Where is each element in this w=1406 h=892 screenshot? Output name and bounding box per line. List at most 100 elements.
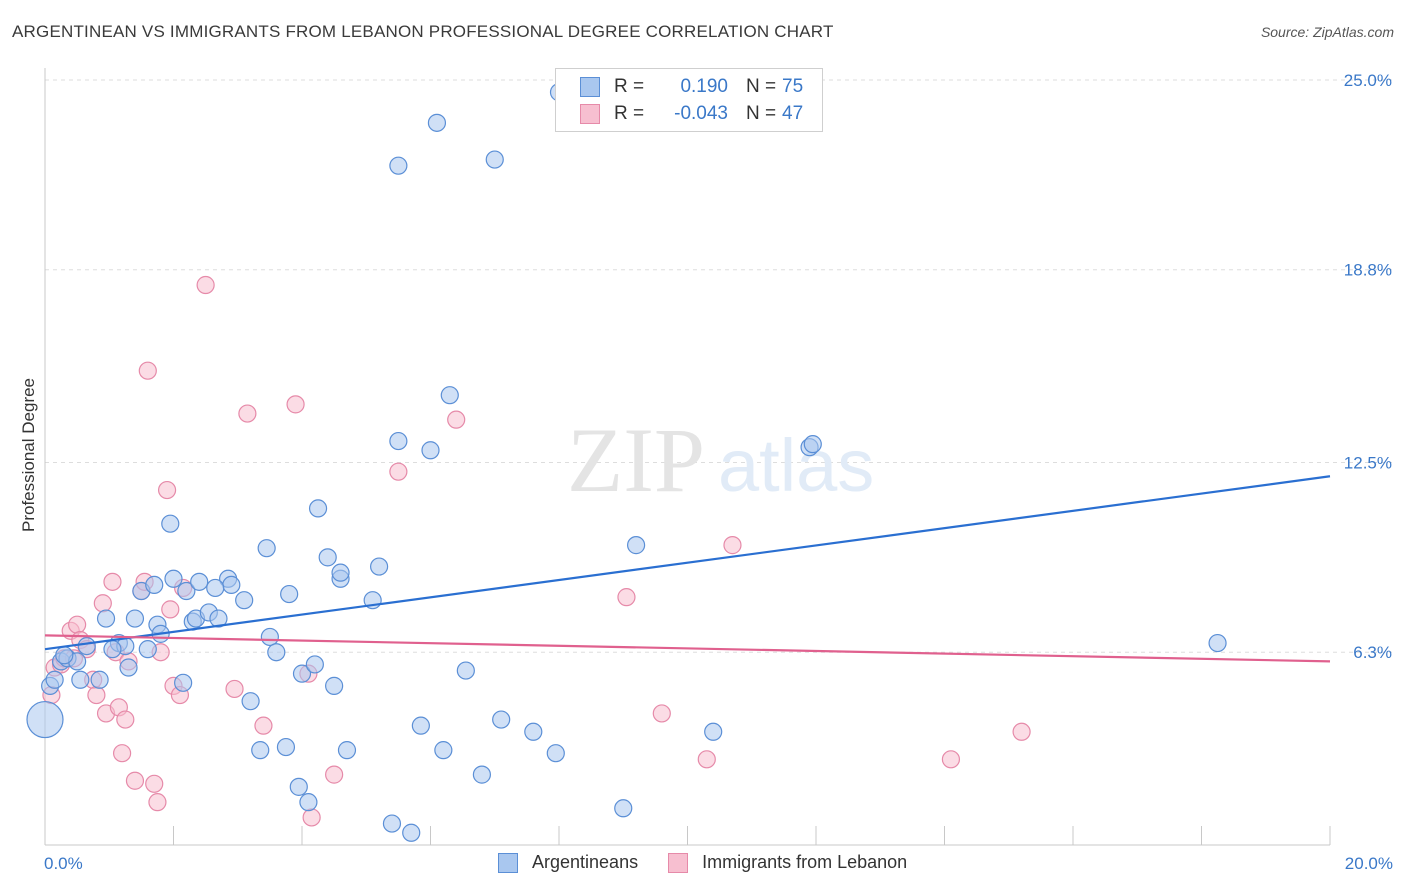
lebanon-point [447, 410, 466, 429]
lebanon-points [42, 275, 1031, 827]
legend-n-value: 47 [782, 103, 804, 124]
argentinean-point [280, 584, 299, 604]
argentinean-point [164, 569, 183, 588]
lebanon-point [138, 361, 157, 380]
argentinean-point [161, 514, 180, 533]
argentinean-point [145, 575, 164, 595]
lebanon-point [93, 594, 112, 613]
lebanon-point [161, 600, 180, 619]
argentinean-point [472, 765, 491, 784]
argentinean-point [704, 722, 723, 741]
lebanon-point [652, 704, 671, 723]
legend-swatch-argentineans [498, 852, 518, 873]
chart-title: ARGENTINEAN VS IMMIGRANTS FROM LEBANON P… [12, 22, 834, 41]
argentinean-point [257, 539, 276, 558]
argentinean-point [485, 150, 504, 169]
argentinean-point [331, 563, 350, 582]
legend-swatch-blue [580, 77, 600, 97]
lebanon-point [302, 808, 321, 827]
argentinean-point [119, 658, 138, 677]
legend-r-label: R = [614, 103, 645, 124]
legend-n-label: N = [746, 103, 777, 124]
lebanon-point [325, 765, 344, 784]
y-axis-label: Professional Degree [19, 378, 38, 532]
argentinean-point [337, 741, 357, 760]
argentinean-point [427, 113, 447, 132]
legend-item-argentineans[interactable]: Argentineans [498, 852, 638, 873]
argentinean-point [103, 640, 122, 659]
argentinean-point [90, 670, 109, 689]
legend-n-value: 75 [782, 76, 804, 97]
series-legend: Argentineans Immigrants from Lebanon [498, 852, 937, 873]
tick-labels: 6.3% 12.5% 18.8% 25.0% 0.0% 20.0% [44, 71, 1393, 873]
x-tick-label-min: 0.0% [44, 854, 83, 873]
argentinean-point [26, 700, 64, 739]
argentinean-point [45, 670, 64, 689]
legend-item-lebanon[interactable]: Immigrants from Lebanon [668, 852, 907, 873]
x-tick-label-max: 20.0% [1345, 854, 1393, 873]
argentinean-point [402, 823, 421, 842]
lebanon-point [116, 710, 135, 729]
argentinean-point [174, 673, 193, 692]
argentinean-point [614, 799, 633, 818]
legend-swatch-pink [580, 104, 600, 124]
argentinean-point [77, 636, 96, 656]
lebanon-point [941, 750, 961, 769]
legend-label-argentineans: Argentineans [532, 852, 639, 872]
lebanon-point [254, 716, 273, 735]
legend-r-value: 0.190 [680, 76, 728, 97]
argentinean-point [305, 655, 324, 674]
legend-row-lebanon: R = -0.043 N = 47 [580, 102, 803, 126]
legend-label-lebanon: Immigrants from Lebanon [702, 852, 908, 872]
stats-legend: R = 0.190 N = 75 R = -0.043 N = 47 [555, 68, 823, 132]
y-tick-label: 12.5% [1344, 454, 1392, 473]
y-tick-label: 18.8% [1344, 261, 1392, 280]
legend-r-value: -0.043 [674, 103, 728, 124]
argentinean-point [411, 716, 430, 735]
argentinean-point [235, 591, 254, 610]
argentinean-point [209, 609, 228, 628]
argentinean-point [190, 572, 209, 591]
y-tick-label: 25.0% [1344, 71, 1392, 90]
legend-row-argentineans: R = 0.190 N = 75 [580, 75, 803, 99]
grid-layer [45, 79, 1392, 653]
y-tick-label: 6.3% [1353, 643, 1392, 662]
argentinean-point [389, 156, 408, 175]
lebanon-point [68, 615, 87, 634]
lebanon-point [196, 275, 215, 295]
source-label: Source: ZipAtlas.com [1260, 24, 1394, 40]
lebanon-point [145, 774, 164, 793]
lebanon-point [238, 404, 257, 423]
argentinean-trend-line [44, 475, 1331, 651]
argentinean-point [222, 575, 241, 595]
argentinean-point [267, 643, 286, 662]
argentinean-point [434, 741, 453, 760]
lebanon-point [125, 771, 145, 790]
argentinean-point [251, 741, 270, 760]
lebanon-point [157, 480, 177, 500]
lebanon-point [148, 793, 167, 812]
lebanon-trend-line [44, 634, 1331, 663]
lebanon-point [286, 395, 305, 414]
argentinean-point [440, 386, 459, 405]
legend-n-label: N = [746, 76, 777, 97]
trend-lines [44, 475, 1331, 663]
argentinean-point [292, 664, 312, 683]
argentinean-point [1208, 633, 1227, 653]
argentinean-point [138, 640, 157, 659]
lebanon-point [103, 572, 122, 591]
argentinean-point [546, 744, 565, 763]
argentinean-point [289, 777, 308, 796]
argentinean-point [389, 431, 408, 451]
lebanon-point [112, 744, 132, 763]
argentinean-point [55, 646, 74, 665]
lebanon-point [389, 462, 408, 481]
argentinean-point [276, 737, 296, 757]
argentinean-point [382, 814, 402, 833]
argentinean-point [96, 609, 116, 628]
legend-swatch-lebanon [668, 852, 689, 873]
lebanon-point [697, 750, 716, 769]
argentinean-point [241, 692, 260, 711]
argentinean-point [177, 581, 196, 601]
argentinean-point [318, 548, 337, 567]
